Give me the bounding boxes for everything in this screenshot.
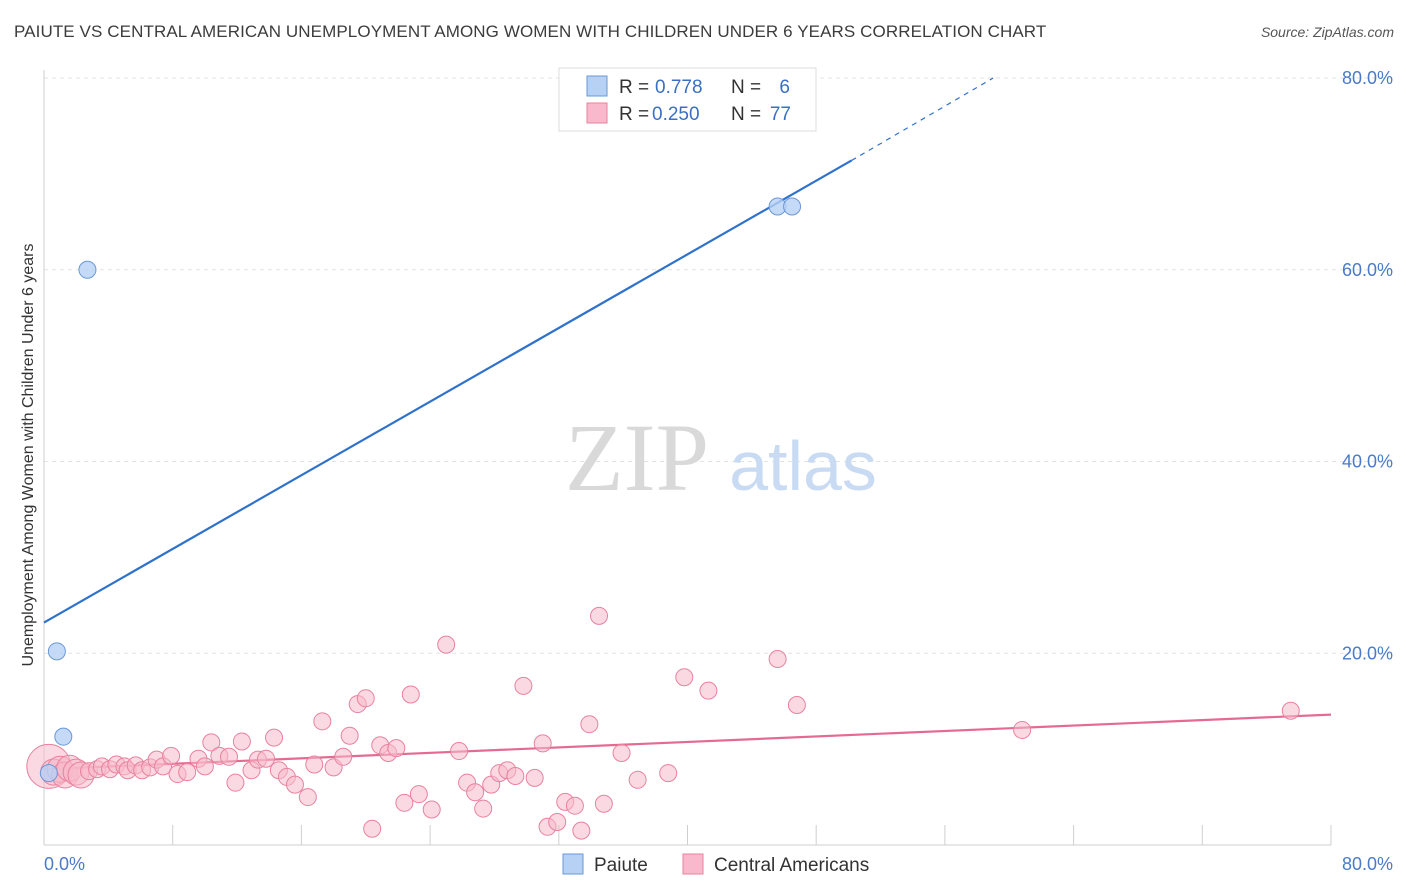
paiute-trend-line: [43, 159, 853, 624]
central-point: [768, 650, 787, 669]
central-point: [220, 747, 239, 766]
central-point: [401, 685, 420, 704]
paiute-point: [78, 260, 97, 279]
central-point: [1013, 720, 1032, 739]
paiute-n-label: N =: [731, 77, 761, 98]
central-point: [525, 768, 544, 787]
legend-central-label: Central Americans: [714, 855, 869, 876]
central-point: [699, 681, 718, 700]
central-point: [409, 785, 428, 804]
x-axis-ticks: [172, 825, 1332, 845]
central-point: [313, 712, 332, 731]
central-point: [356, 689, 375, 708]
central-point: [675, 668, 694, 687]
central-point: [466, 783, 485, 802]
central-point: [628, 770, 647, 789]
central-point: [474, 799, 493, 818]
y-tick-label: 20.0%: [1342, 643, 1393, 663]
central-point: [298, 788, 317, 807]
central-point: [450, 742, 469, 761]
central-point: [422, 800, 441, 819]
central-point: [162, 746, 181, 765]
central-point: [659, 764, 678, 783]
central-point: [1281, 701, 1300, 720]
central-point: [590, 606, 609, 625]
paiute-r-value: 0.778: [655, 77, 703, 98]
central-point: [387, 739, 406, 758]
central-point: [257, 749, 276, 768]
central-point: [514, 676, 533, 695]
x-tick-label-min: 0.0%: [44, 854, 85, 874]
legend-central-swatch: [682, 853, 704, 875]
chart-title: PAIUTE VS CENTRAL AMERICAN UNEMPLOYMENT …: [14, 22, 1047, 41]
central-legend-swatch: [586, 102, 608, 124]
y-tick-label: 80.0%: [1342, 68, 1393, 88]
central-n-label: N =: [731, 104, 761, 125]
source-label: Source: ZipAtlas.com: [1260, 24, 1394, 40]
central-r-label: R =: [619, 104, 649, 125]
central-point: [787, 696, 806, 715]
stats-legend: R = 0.778 N = 6 R = 0.250 N = 77: [558, 67, 817, 132]
central-point: [548, 812, 567, 831]
gridlines: [44, 77, 1392, 654]
paiute-point: [783, 197, 802, 216]
central-point: [572, 821, 591, 840]
paiute-r-label: R =: [619, 77, 649, 98]
legend-paiute-label: Paiute: [594, 855, 648, 876]
paiute-point: [47, 642, 66, 661]
central-point: [506, 766, 525, 785]
central-point: [580, 715, 599, 734]
central-point: [363, 819, 382, 838]
y-tick-labels: 20.0% 40.0% 60.0% 80.0%: [1342, 68, 1393, 663]
y-tick-label: 60.0%: [1342, 260, 1393, 280]
central-point: [232, 732, 251, 751]
central-point: [533, 734, 552, 753]
central-point: [285, 775, 304, 794]
central-point: [202, 733, 221, 752]
central-point: [565, 796, 584, 815]
central-point: [437, 635, 456, 654]
central-point: [226, 773, 245, 792]
legend-paiute-swatch: [562, 853, 584, 875]
central-point: [178, 763, 197, 782]
watermark-atlas: atlas: [729, 427, 877, 505]
paiute-legend-swatch: [586, 75, 608, 97]
central-point: [340, 726, 359, 745]
central-point: [305, 755, 324, 774]
central-point: [612, 743, 631, 762]
paiute-point: [54, 727, 73, 746]
central-point: [395, 793, 414, 812]
series-legend: Paiute Central Americans: [562, 853, 869, 876]
central-point: [195, 757, 214, 776]
paiute-trend-extension: [851, 77, 994, 161]
central-point: [594, 794, 613, 813]
y-tick-label: 40.0%: [1342, 452, 1393, 472]
paiute-n-value: 6: [779, 77, 790, 98]
central-americans-points: [26, 606, 1300, 840]
central-point: [334, 747, 353, 766]
watermark-zip: ZIP: [565, 404, 709, 511]
paiute-points: [39, 197, 802, 783]
paiute-point: [39, 764, 58, 783]
central-r-value: 0.250: [652, 104, 700, 125]
central-n-value: 77: [770, 104, 791, 125]
central-point: [265, 728, 284, 747]
y-axis-label: Unemployment Among Women with Children U…: [20, 243, 37, 666]
x-tick-label-max: 80.0%: [1342, 854, 1393, 874]
